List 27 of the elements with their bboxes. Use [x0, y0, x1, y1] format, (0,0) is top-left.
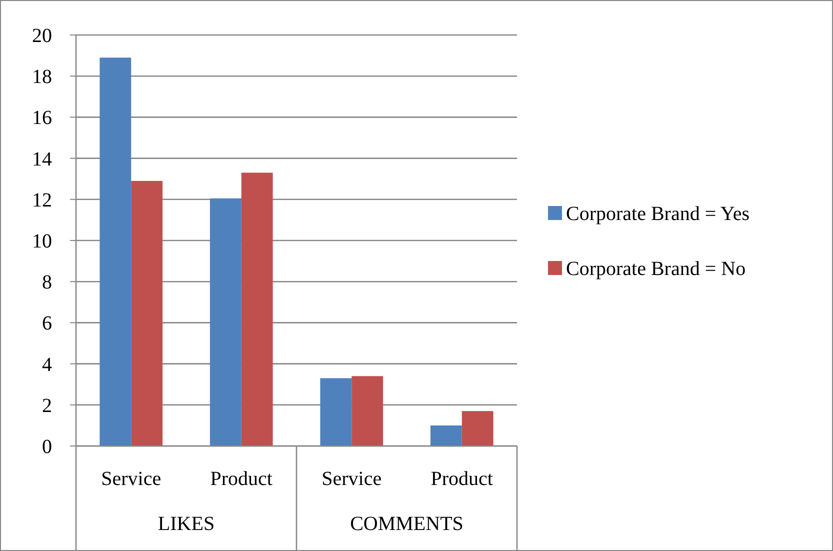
y-tick-label: 6	[42, 312, 52, 335]
y-tick-label: 2	[42, 394, 52, 417]
y-tick-label: 16	[32, 107, 52, 130]
bar	[320, 378, 352, 446]
y-tick-label: 20	[32, 25, 52, 47]
bar	[210, 198, 242, 446]
text: COMMENTS	[350, 513, 464, 535]
x-tick-label: Service	[322, 468, 382, 490]
y-tick-label: 14	[32, 148, 52, 170]
text: LIKES	[158, 513, 215, 535]
bar	[241, 172, 273, 446]
bar	[462, 411, 494, 446]
y-tick-label: 18	[32, 66, 52, 88]
x-tick-label: Service	[101, 468, 162, 490]
bar	[430, 425, 462, 446]
y-tick-label: 0	[42, 436, 52, 458]
bar	[352, 376, 384, 446]
y-tick-label: 10	[32, 230, 52, 252]
x-tick-label: Product	[430, 468, 494, 490]
x-tick-label: Product	[210, 468, 273, 490]
y-tick-label: 12	[32, 189, 52, 212]
bar	[131, 180, 163, 446]
bar	[100, 58, 132, 446]
y-tick-label: 8	[42, 272, 52, 294]
y-tick-label: 4	[42, 354, 52, 376]
legend-label: Corporate Brand = Yes	[566, 203, 750, 225]
legend-label: Corporate Brand = No	[566, 258, 746, 280]
